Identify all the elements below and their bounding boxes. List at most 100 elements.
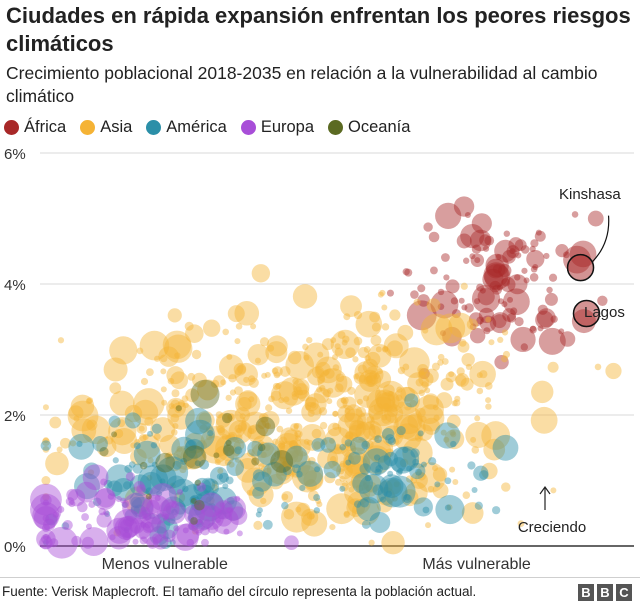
data-point [170, 399, 180, 409]
data-point [302, 343, 309, 351]
data-point [461, 304, 468, 311]
data-point [324, 472, 336, 484]
data-point [469, 360, 496, 388]
data-point [195, 529, 202, 536]
data-point [205, 496, 215, 506]
data-point [319, 421, 328, 430]
growth-annotation: Creciendo [518, 519, 586, 536]
legend-label: América [166, 117, 227, 136]
data-point [571, 211, 579, 218]
data-point [365, 440, 374, 449]
data-point [136, 423, 148, 434]
data-point [87, 469, 95, 476]
data-point [291, 390, 298, 397]
data-point [327, 387, 334, 394]
data-point [263, 467, 272, 476]
data-point [257, 443, 266, 452]
data-point [342, 335, 350, 343]
data-point [153, 433, 161, 441]
data-point [377, 477, 408, 508]
data-point [234, 300, 260, 326]
data-point [337, 331, 346, 339]
data-point [42, 533, 49, 540]
data-point [353, 438, 367, 452]
data-point [370, 409, 399, 439]
data-point [281, 501, 289, 510]
data-point [385, 490, 393, 498]
data-point [139, 536, 148, 545]
data-point [233, 440, 245, 451]
data-point [455, 373, 470, 388]
legend-item-oceania: Oceanía [328, 118, 410, 137]
data-point [215, 509, 233, 527]
data-point [235, 391, 261, 417]
data-point [349, 424, 362, 438]
data-point [482, 245, 490, 252]
data-point [382, 346, 389, 353]
data-point [222, 328, 230, 336]
data-point [484, 382, 493, 390]
data-point [184, 321, 194, 331]
data-point [146, 474, 153, 481]
data-point [136, 347, 144, 355]
data-point [130, 496, 154, 519]
data-point [130, 505, 140, 515]
data-point [221, 433, 228, 440]
data-point [362, 395, 370, 402]
data-point [417, 363, 429, 376]
data-point [456, 233, 472, 249]
data-point [453, 399, 461, 407]
data-point [41, 534, 51, 544]
data-point [121, 500, 130, 509]
data-point [251, 457, 260, 466]
data-point [121, 501, 128, 508]
data-point [332, 460, 339, 467]
data-point [177, 400, 186, 408]
data-point [446, 504, 453, 511]
data-point [449, 466, 456, 473]
data-point [181, 395, 189, 403]
data-point [435, 202, 462, 229]
data-point [460, 377, 474, 391]
data-point [384, 404, 404, 424]
data-point [461, 352, 475, 367]
data-point [295, 435, 302, 442]
data-point [348, 419, 366, 437]
data-point [373, 372, 380, 380]
data-point [334, 347, 344, 356]
data-point [260, 451, 267, 458]
data-point [135, 434, 161, 459]
data-point [415, 378, 424, 387]
data-point [373, 370, 392, 388]
data-point [257, 420, 267, 430]
data-point [67, 488, 86, 507]
data-point [529, 325, 537, 334]
data-point [151, 514, 171, 534]
data-point [404, 494, 411, 501]
data-point [327, 446, 353, 472]
data-point [124, 412, 142, 429]
data-point [194, 484, 201, 491]
data-point [287, 350, 302, 365]
data-point [196, 493, 203, 500]
data-point [86, 397, 94, 404]
data-point [336, 397, 348, 409]
data-point [109, 382, 122, 395]
data-point [415, 462, 446, 493]
data-point [529, 272, 539, 282]
data-point [431, 362, 440, 371]
data-point [228, 445, 237, 455]
data-point [260, 465, 272, 477]
data-point [474, 501, 483, 510]
data-point [108, 415, 121, 428]
data-point [348, 451, 361, 465]
data-point [341, 434, 355, 448]
data-point [503, 230, 511, 237]
data-point [418, 368, 430, 380]
data-point [141, 512, 161, 533]
data-point [345, 431, 354, 441]
data-point [379, 391, 400, 412]
data-point [117, 419, 126, 428]
data-point [120, 519, 132, 532]
data-point [451, 400, 458, 407]
